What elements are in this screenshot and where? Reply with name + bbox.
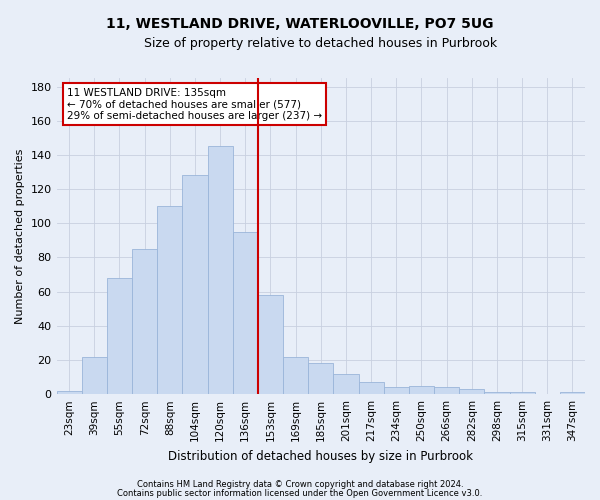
Y-axis label: Number of detached properties: Number of detached properties — [15, 148, 25, 324]
Bar — [283, 356, 308, 394]
Bar — [308, 364, 334, 394]
Bar — [334, 374, 359, 394]
Bar — [233, 232, 258, 394]
Bar — [107, 278, 132, 394]
Bar — [132, 249, 157, 394]
Text: 11 WESTLAND DRIVE: 135sqm
← 70% of detached houses are smaller (577)
29% of semi: 11 WESTLAND DRIVE: 135sqm ← 70% of detac… — [67, 88, 322, 120]
Bar — [182, 176, 208, 394]
Bar — [359, 382, 383, 394]
Text: 11, WESTLAND DRIVE, WATERLOOVILLE, PO7 5UG: 11, WESTLAND DRIVE, WATERLOOVILLE, PO7 5… — [106, 18, 494, 32]
Bar — [484, 392, 509, 394]
Bar — [157, 206, 182, 394]
Bar — [82, 356, 107, 394]
Bar — [409, 386, 434, 394]
Bar — [459, 389, 484, 394]
Bar — [208, 146, 233, 394]
Title: Size of property relative to detached houses in Purbrook: Size of property relative to detached ho… — [144, 38, 497, 51]
Bar — [509, 392, 535, 394]
Bar — [258, 295, 283, 394]
Bar — [383, 388, 409, 394]
Bar — [560, 392, 585, 394]
Text: Contains HM Land Registry data © Crown copyright and database right 2024.: Contains HM Land Registry data © Crown c… — [137, 480, 463, 489]
Text: Contains public sector information licensed under the Open Government Licence v3: Contains public sector information licen… — [118, 489, 482, 498]
Bar — [56, 391, 82, 394]
X-axis label: Distribution of detached houses by size in Purbrook: Distribution of detached houses by size … — [168, 450, 473, 462]
Bar — [434, 388, 459, 394]
